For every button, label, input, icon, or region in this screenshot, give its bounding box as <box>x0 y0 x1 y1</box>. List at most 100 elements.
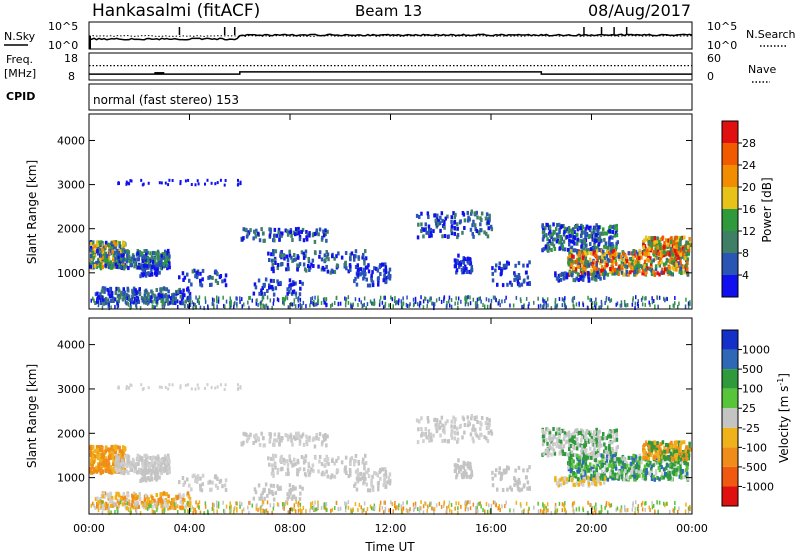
echo-cell <box>294 496 298 501</box>
echo-cell <box>420 211 423 216</box>
echo-cell <box>549 233 552 238</box>
echo-cell <box>102 491 105 496</box>
echo-cell <box>354 469 358 474</box>
echo-cell <box>572 439 576 444</box>
echo-cell <box>581 460 585 465</box>
echo-cell <box>252 291 256 296</box>
echo-cell <box>517 477 521 482</box>
echo-cell <box>160 458 163 463</box>
echo-cell <box>252 236 255 241</box>
echo-cell <box>415 213 419 218</box>
echo-cell <box>165 464 168 469</box>
echo-cell <box>679 467 682 472</box>
echo-cell <box>650 464 653 469</box>
echo-cell <box>586 224 589 229</box>
y-tick-label: 2000 <box>57 223 85 236</box>
echo-cell <box>452 415 455 420</box>
echo-cell <box>308 435 311 440</box>
echo-cell <box>579 443 582 448</box>
echo-cell <box>126 296 129 301</box>
echo-cell <box>286 262 290 267</box>
echo-cell <box>656 245 659 250</box>
echo-cell <box>600 443 603 448</box>
echo-cell <box>224 179 227 182</box>
echo-cell <box>571 254 574 259</box>
echo-cell <box>662 467 666 472</box>
echo-cell <box>219 178 222 182</box>
echo-cell <box>461 230 464 235</box>
echo-cell <box>297 431 300 436</box>
echo-cell <box>99 292 102 297</box>
echo-cell <box>321 440 324 445</box>
echo-cell <box>659 253 662 257</box>
echo-cell <box>616 301 619 306</box>
echo-cell <box>194 183 197 187</box>
echo-cell <box>164 181 167 185</box>
echo-cell <box>325 238 328 243</box>
echo-cell <box>644 246 648 251</box>
echo-cell <box>673 263 676 268</box>
echo-cell <box>230 303 232 308</box>
echo-cell <box>364 265 368 270</box>
echo-cell <box>292 494 295 499</box>
echo-cell <box>604 264 607 269</box>
echo-cell <box>160 492 163 497</box>
echo-cell <box>318 250 322 255</box>
echo-cell <box>485 416 489 421</box>
echo-cell <box>363 261 366 266</box>
echo-cell <box>296 267 299 272</box>
echo-cell <box>389 478 392 483</box>
echo-cell <box>167 506 170 511</box>
echo-cell <box>474 303 477 308</box>
echo-cell <box>678 269 681 274</box>
echo-cell <box>307 264 310 268</box>
echo-cell <box>98 242 101 247</box>
echo-cell <box>609 450 612 455</box>
echo-cell <box>89 264 92 269</box>
echo-cell <box>469 257 472 262</box>
echo-cell <box>210 282 213 287</box>
echo-cell <box>217 299 220 304</box>
echo-cell <box>400 301 403 306</box>
echo-cell <box>122 500 126 505</box>
echo-cell <box>382 268 386 273</box>
echo-cell <box>112 262 115 267</box>
echo-cell <box>568 443 571 447</box>
echo-cell <box>479 426 482 431</box>
echo-cell <box>280 233 283 238</box>
echo-cell <box>371 283 375 288</box>
echo-cell <box>138 287 141 292</box>
echo-cell <box>443 424 446 429</box>
echo-cell <box>671 470 674 475</box>
echo-cell <box>464 257 467 262</box>
echo-cell <box>564 296 566 301</box>
echo-cell <box>605 263 609 267</box>
echo-cell <box>591 276 594 281</box>
echo-cell <box>260 288 263 293</box>
echo-cell <box>109 470 113 475</box>
echo-cell <box>670 260 674 265</box>
echo-cell <box>470 473 473 478</box>
echo-cell <box>546 245 549 250</box>
echo-cell <box>571 230 574 235</box>
echo-cell <box>504 299 506 304</box>
echo-cell <box>457 306 459 310</box>
echo-cell <box>109 453 113 458</box>
echo-cell <box>386 480 390 485</box>
echo-cell <box>157 296 160 301</box>
echo-cell <box>273 443 276 447</box>
echo-cell <box>135 496 138 501</box>
echo-cell <box>682 252 685 257</box>
echo-cell <box>140 263 144 268</box>
echo-cell <box>453 231 456 236</box>
echo-cell <box>441 218 444 223</box>
echo-cell <box>309 303 311 308</box>
echo-cell <box>363 257 366 262</box>
echo-cell <box>126 453 129 458</box>
echo-cell <box>273 298 275 303</box>
echo-cell <box>123 454 127 459</box>
echo-cell <box>631 463 635 468</box>
echo-cell <box>492 295 495 300</box>
echo-cell <box>522 263 525 268</box>
echo-cell <box>673 248 677 253</box>
